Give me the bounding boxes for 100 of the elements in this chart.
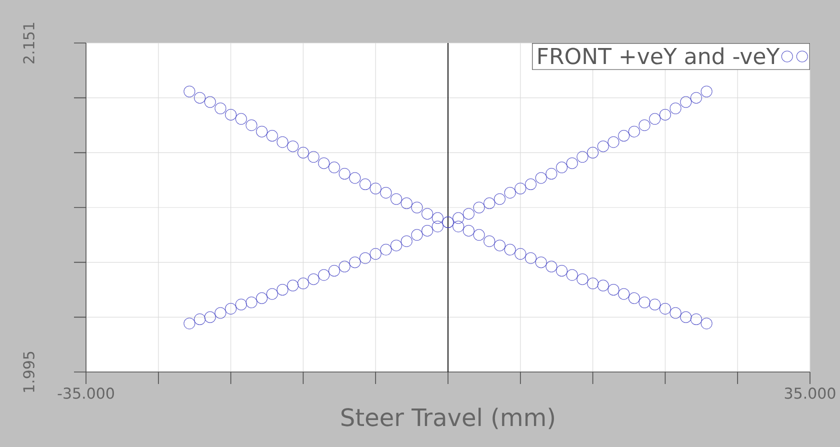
point [700,86,712,98]
point [235,298,247,310]
point [411,202,423,214]
point [266,130,278,142]
point [338,168,350,180]
point [194,314,206,326]
point [504,186,516,198]
point [608,284,620,296]
point [318,157,330,169]
point [670,307,682,319]
point [587,146,599,158]
point [618,288,630,300]
point [432,220,444,232]
point [370,182,382,194]
point [204,311,216,323]
point [256,292,268,304]
point [659,108,671,120]
point [360,252,372,264]
point [235,113,247,125]
point [276,284,288,296]
point [204,96,216,108]
point [659,302,671,314]
point [411,229,423,241]
point [638,119,650,131]
point [576,273,588,285]
point [484,198,496,210]
x-axis-title: Steer Travel (mm) [342,408,554,430]
point [214,307,226,319]
point [670,102,682,114]
point [360,178,372,190]
point [514,182,526,194]
point [276,136,288,148]
point [556,265,568,277]
point [690,314,702,326]
point [400,198,412,210]
point [297,146,309,158]
point [328,162,340,174]
point [246,119,258,131]
point [504,244,516,256]
point [535,256,547,268]
legend-label: FRONT +veY and -veY [538,47,780,64]
point [649,298,661,310]
y-tick-label: 2.151 [23,22,34,64]
point [494,193,506,205]
point [700,318,712,330]
point [246,296,258,308]
point [422,208,434,220]
point [462,208,474,220]
point [390,193,402,205]
point [546,168,558,180]
point [546,260,558,272]
x-tick-label: 35.000 [784,388,836,399]
point [380,186,392,198]
point [338,260,350,272]
point [597,140,609,152]
point [184,86,196,98]
point [484,235,496,247]
point [225,108,237,120]
point [556,162,568,174]
point [680,311,692,323]
point [194,92,206,104]
point [524,178,536,190]
point [587,278,599,290]
point [370,248,382,260]
point [608,136,620,148]
point [638,296,650,308]
point [400,235,412,247]
point [597,280,609,292]
point [349,256,361,268]
y-tick-label: 1.995 [23,352,34,392]
point [524,252,536,264]
point [690,92,702,104]
point [308,151,320,163]
point [214,102,226,114]
point [452,220,464,232]
point [566,269,578,281]
point [390,240,402,252]
point [422,224,434,236]
point [225,302,237,314]
point [432,212,444,224]
point [576,151,588,163]
point [473,229,485,241]
point [628,292,640,304]
point [297,278,309,290]
point [628,126,640,138]
point [328,265,340,277]
point [514,248,526,260]
point [618,130,630,142]
point [184,318,196,330]
point [649,113,661,125]
point [287,280,299,292]
point [494,240,506,252]
point [380,244,392,256]
point [566,157,578,169]
point [349,172,361,184]
point [266,288,278,300]
point [473,202,485,214]
point [318,269,330,281]
point [452,212,464,224]
point [287,140,299,152]
